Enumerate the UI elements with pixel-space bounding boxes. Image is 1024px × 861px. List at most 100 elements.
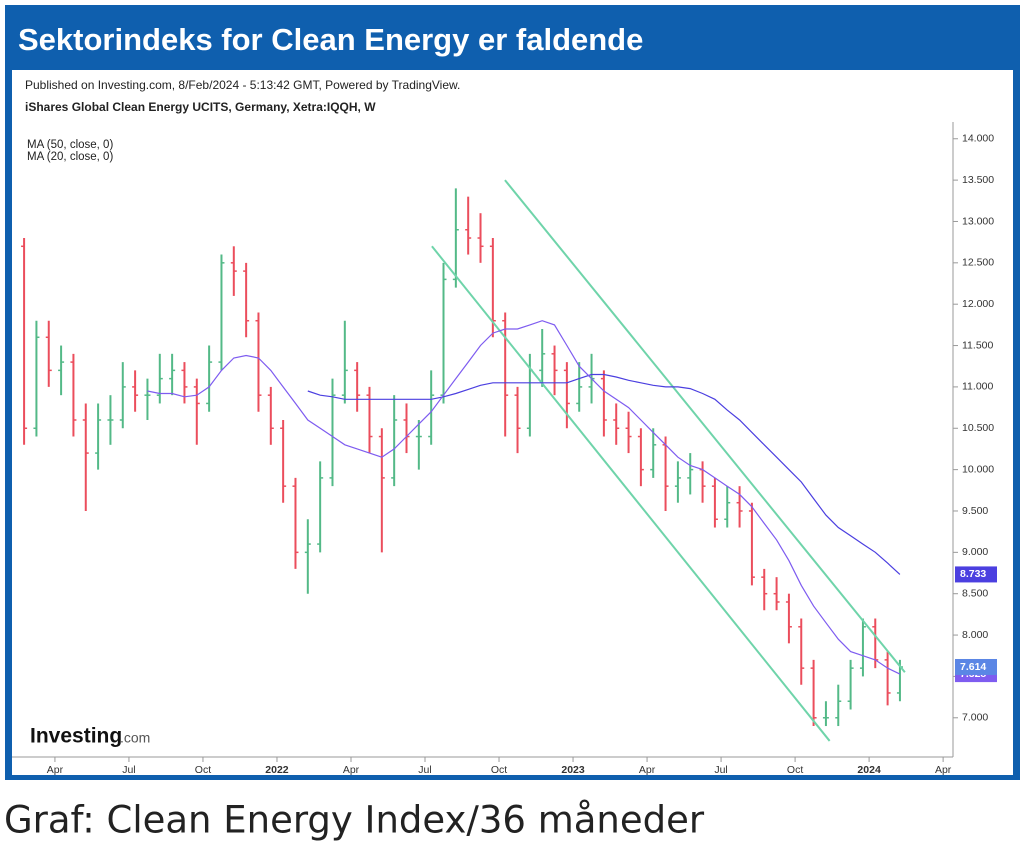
price-label: 8.733 xyxy=(960,568,986,580)
ohlc-bar xyxy=(132,370,139,412)
caption: Graf: Clean Energy Index/36 måneder xyxy=(4,799,705,842)
ohlc-bar xyxy=(563,362,570,429)
ohlc-bar xyxy=(884,651,891,706)
ohlc-bar xyxy=(822,701,829,727)
ohlc-bar xyxy=(835,684,842,727)
ohlc-bar xyxy=(304,519,311,594)
price-label-box xyxy=(955,658,997,675)
ohlc-bar xyxy=(773,577,780,611)
ohlc-bar xyxy=(452,188,459,288)
ohlc-bar xyxy=(193,378,200,445)
x-tick-label: Oct xyxy=(787,764,803,776)
ohlc-bar xyxy=(341,320,348,404)
ohlc-bar xyxy=(465,196,472,255)
y-tick-label: 9.000 xyxy=(962,546,988,558)
ohlc-bar xyxy=(292,477,299,569)
ohlc-bar xyxy=(625,411,632,454)
ohlc-bar xyxy=(255,312,262,412)
ohlc-bar xyxy=(539,329,546,387)
logo: Investing xyxy=(30,725,122,748)
y-tick-label: 13.000 xyxy=(962,215,994,227)
y-tick-label: 8.000 xyxy=(962,629,988,641)
y-tick-label: 12.000 xyxy=(962,298,994,310)
ohlc-bar xyxy=(502,312,509,437)
ohlc-bar xyxy=(847,659,854,710)
ohlc-bar xyxy=(687,453,694,495)
x-tick-label: 2022 xyxy=(265,764,289,776)
ohlc-bar xyxy=(810,659,817,727)
ohlc-bar xyxy=(514,386,521,454)
ohlc-bar xyxy=(576,362,583,412)
ohlc-bar xyxy=(650,428,657,478)
y-tick-label: 12.500 xyxy=(962,257,994,269)
y-tick-label: 13.500 xyxy=(962,174,994,186)
ohlc-bar xyxy=(169,353,176,396)
x-tick-label: Oct xyxy=(195,764,211,776)
ohlc-bar xyxy=(243,262,250,338)
ohlc-bar xyxy=(711,477,718,528)
ohlc-bar xyxy=(33,320,40,437)
ohlc-bar xyxy=(724,486,731,528)
legend-entry: MA (50, close, 0) xyxy=(27,139,113,151)
ohlc-bar xyxy=(859,618,866,677)
ohlc-bar xyxy=(21,238,28,445)
trend-line xyxy=(504,179,906,673)
published: Published on Investing.com, 8/Feb/2024 -… xyxy=(25,78,460,92)
x-tick-label: Apr xyxy=(639,764,656,776)
plot xyxy=(21,179,906,742)
y-tick-label: 7.000 xyxy=(962,712,988,724)
x-tick-label: Apr xyxy=(47,764,64,776)
price-label-box xyxy=(955,566,997,583)
ohlc-bar xyxy=(748,502,755,586)
ohlc-bar xyxy=(144,378,151,420)
price-label: 7.614 xyxy=(960,661,986,673)
ohlc-bar xyxy=(600,370,607,437)
ohlc-bar xyxy=(82,403,89,511)
ohlc-bar xyxy=(415,419,422,470)
axes: 7.0007.5008.0008.5009.0009.50010.00010.5… xyxy=(47,133,997,776)
ohlc-bar xyxy=(798,618,805,685)
ohlc-bar xyxy=(119,362,126,429)
y-tick-label: 11.000 xyxy=(962,381,993,393)
ohlc-bar xyxy=(736,486,743,528)
ohlc-bar xyxy=(428,370,435,445)
ohlc-bar xyxy=(551,345,558,396)
ohlc-bar xyxy=(637,428,644,487)
ohlc-bar xyxy=(317,461,324,553)
ohlc-bar xyxy=(354,362,361,412)
ohlc-bar xyxy=(280,419,287,503)
x-tick-label: 2023 xyxy=(561,764,585,776)
ohlc-bar xyxy=(391,395,398,487)
ohlc-bar xyxy=(45,320,52,387)
instrument: iShares Global Clean Energy UCITS, Germa… xyxy=(25,100,376,114)
panel xyxy=(12,70,1013,775)
ohlc-bar xyxy=(206,345,213,412)
ohlc-bar xyxy=(378,428,385,553)
ma-line xyxy=(307,373,901,575)
ohlc-bar xyxy=(366,386,373,454)
trend-line xyxy=(431,245,831,742)
y-tick-label: 10.500 xyxy=(962,422,994,434)
y-tick-label: 14.000 xyxy=(962,133,994,145)
ohlc-bar xyxy=(58,345,65,396)
ohlc-bar xyxy=(70,353,77,437)
legend-entry: MA (20, close, 0) xyxy=(27,151,113,163)
ohlc-bar xyxy=(218,254,225,371)
header-title: Sektorindeks for Clean Energy er faldend… xyxy=(18,22,643,57)
ohlc-bar xyxy=(95,403,102,470)
ohlc-bar xyxy=(107,395,114,445)
x-tick-label: Jul xyxy=(122,764,135,776)
ohlc-bar xyxy=(761,568,768,611)
x-tick-label: Jul xyxy=(714,764,727,776)
y-tick-label: 9.500 xyxy=(962,505,988,517)
ohlc-bar xyxy=(477,213,484,263)
logo-suffix: .com xyxy=(120,730,150,746)
ohlc-bar xyxy=(785,593,792,644)
x-tick-label: Oct xyxy=(491,764,507,776)
ohlc-bar xyxy=(267,386,274,445)
ohlc-bar xyxy=(674,461,681,503)
y-tick-label: 11.500 xyxy=(962,339,993,351)
y-tick-label: 10.000 xyxy=(962,463,994,475)
x-tick-label: Apr xyxy=(343,764,360,776)
